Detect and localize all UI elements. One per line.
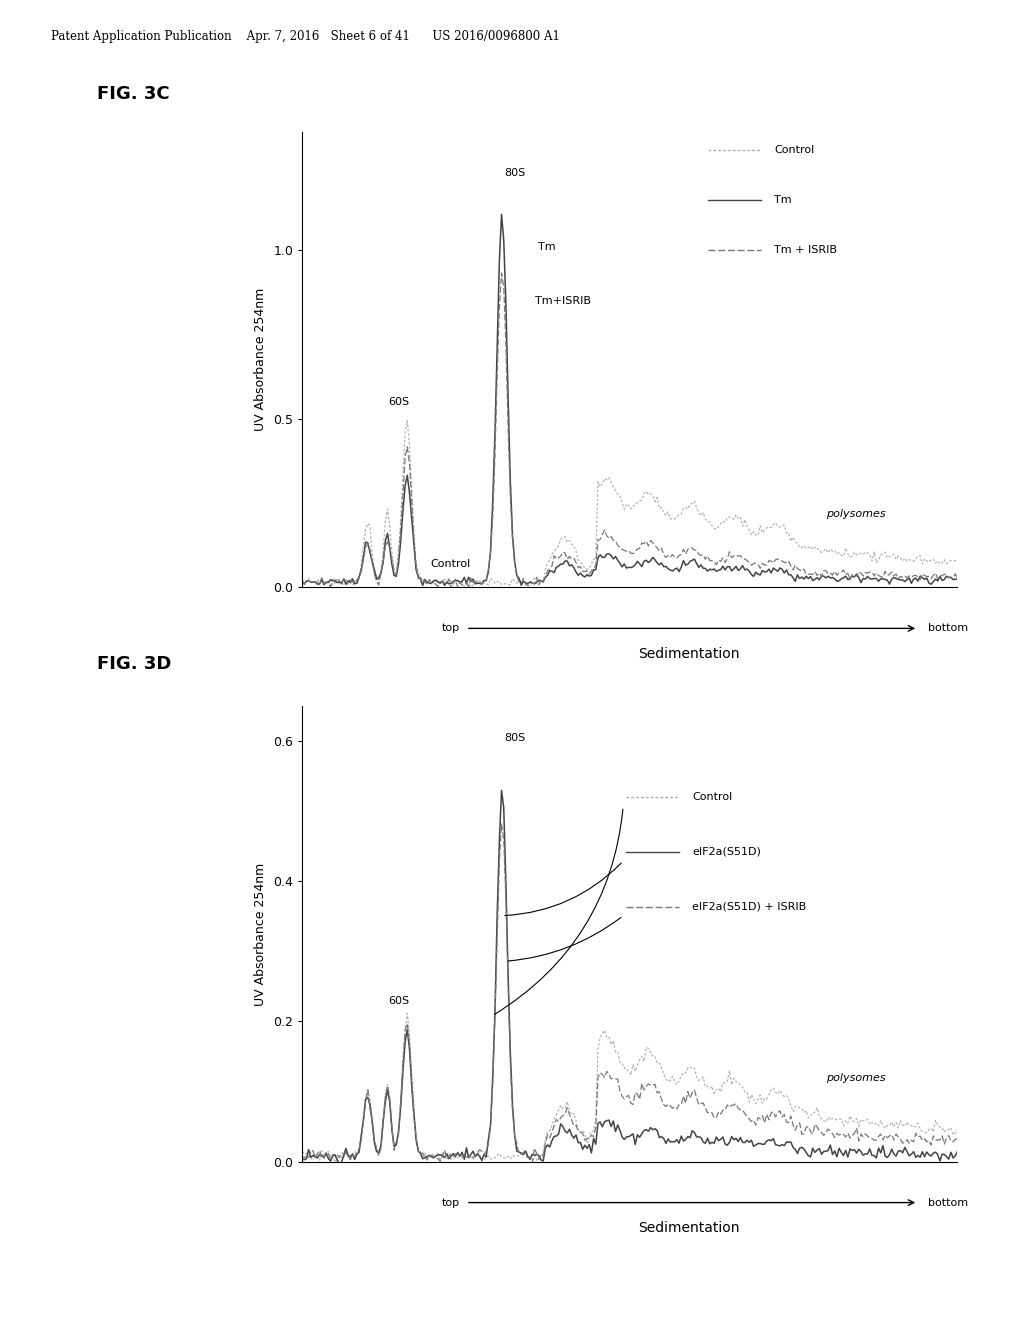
Text: Control: Control (430, 560, 470, 569)
Text: Sedimentation: Sedimentation (638, 647, 739, 661)
Y-axis label: UV Absorbance 254nm: UV Absorbance 254nm (255, 288, 267, 432)
Text: top: top (441, 1197, 460, 1208)
Text: Control: Control (692, 792, 732, 803)
Text: Tm+ISRIB: Tm+ISRIB (535, 296, 591, 306)
Text: 80S: 80S (504, 733, 525, 743)
Text: Tm + ISRIB: Tm + ISRIB (774, 246, 837, 255)
Text: FIG. 3D: FIG. 3D (97, 655, 172, 673)
Text: top: top (441, 623, 460, 634)
Text: polysomes: polysomes (826, 1073, 886, 1082)
Text: 80S: 80S (504, 168, 525, 178)
Text: FIG. 3C: FIG. 3C (97, 84, 170, 103)
Text: 60S: 60S (388, 997, 410, 1006)
Text: bottom: bottom (928, 623, 968, 634)
Text: bottom: bottom (928, 1197, 968, 1208)
Text: 60S: 60S (388, 397, 410, 408)
Text: Control: Control (774, 145, 814, 156)
Y-axis label: UV Absorbance 254nm: UV Absorbance 254nm (255, 862, 267, 1006)
Text: Tm: Tm (774, 195, 792, 206)
Text: eIF2a(S51D): eIF2a(S51D) (692, 847, 761, 857)
Text: Sedimentation: Sedimentation (638, 1221, 739, 1236)
Text: Patent Application Publication    Apr. 7, 2016   Sheet 6 of 41      US 2016/0096: Patent Application Publication Apr. 7, 2… (51, 30, 560, 44)
Text: eIF2a(S51D) + ISRIB: eIF2a(S51D) + ISRIB (692, 902, 806, 912)
Text: polysomes: polysomes (826, 508, 886, 519)
Text: Tm: Tm (538, 242, 556, 252)
